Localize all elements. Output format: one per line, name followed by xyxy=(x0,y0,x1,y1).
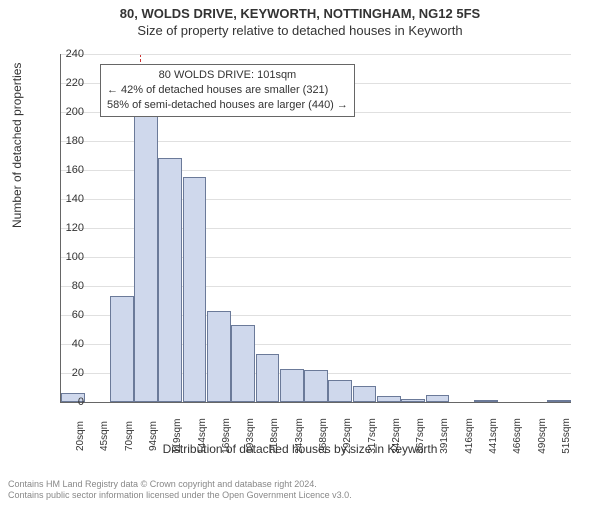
histogram-bar xyxy=(547,400,571,402)
histogram-bar xyxy=(256,354,280,402)
x-tick-label: 169sqm xyxy=(221,418,232,454)
histogram-bar xyxy=(110,296,134,402)
x-tick-label: 119sqm xyxy=(172,419,183,454)
x-tick-label: 20sqm xyxy=(75,421,86,451)
y-tick-label: 40 xyxy=(44,338,84,350)
x-tick-label: 466sqm xyxy=(512,418,523,454)
y-tick-label: 140 xyxy=(44,193,84,205)
x-tick-label: 70sqm xyxy=(124,421,135,451)
x-tick-label: 45sqm xyxy=(99,421,110,451)
histogram-bar xyxy=(353,386,377,402)
annotation-line: ← 42% of detached houses are smaller (32… xyxy=(107,83,348,98)
x-tick-label: 515sqm xyxy=(561,418,572,454)
y-tick-label: 180 xyxy=(44,135,84,147)
x-tick-label: 218sqm xyxy=(269,418,280,454)
histogram-bar xyxy=(377,396,401,402)
y-tick-label: 80 xyxy=(44,280,84,292)
x-tick-label: 441sqm xyxy=(488,418,499,454)
x-tick-label: 342sqm xyxy=(391,418,402,454)
x-tick-label: 490sqm xyxy=(537,418,548,454)
y-tick-label: 240 xyxy=(44,48,84,60)
x-tick-label: 268sqm xyxy=(318,418,329,454)
y-tick-label: 220 xyxy=(44,77,84,89)
x-tick-label: 416sqm xyxy=(464,418,475,454)
histogram-bar xyxy=(207,311,231,402)
x-tick-label: 317sqm xyxy=(367,418,378,454)
chart-title-main: 80, WOLDS DRIVE, KEYWORTH, NOTTINGHAM, N… xyxy=(0,6,600,21)
y-tick-label: 60 xyxy=(44,309,84,321)
x-tick-label: 292sqm xyxy=(342,418,353,454)
histogram-bar xyxy=(401,399,425,402)
chart-title-sub: Size of property relative to detached ho… xyxy=(0,23,600,38)
x-tick-label: 367sqm xyxy=(415,418,426,454)
histogram-bar xyxy=(231,325,255,402)
y-tick-label: 160 xyxy=(44,164,84,176)
grid-line xyxy=(61,54,571,55)
y-tick-label: 200 xyxy=(44,106,84,118)
histogram-bar xyxy=(474,400,498,402)
footer-line-2: Contains public sector information licen… xyxy=(8,490,352,502)
x-tick-label: 243sqm xyxy=(294,418,305,454)
y-tick-label: 100 xyxy=(44,251,84,263)
y-tick-label: 20 xyxy=(44,367,84,379)
histogram-bar xyxy=(328,380,352,402)
footer-line-1: Contains HM Land Registry data © Crown c… xyxy=(8,479,352,491)
y-axis-title: Number of detached properties xyxy=(10,63,24,228)
footer-attribution: Contains HM Land Registry data © Crown c… xyxy=(8,479,352,502)
histogram-bar xyxy=(158,158,182,402)
annotation-line: 80 WOLDS DRIVE: 101sqm xyxy=(107,68,348,83)
histogram-bar xyxy=(426,395,450,402)
x-tick-label: 144sqm xyxy=(197,418,208,454)
histogram-bar xyxy=(134,108,158,402)
y-tick-label: 120 xyxy=(44,222,84,234)
histogram-bar xyxy=(304,370,328,402)
x-tick-label: 193sqm xyxy=(245,418,256,454)
x-tick-label: 94sqm xyxy=(148,421,159,451)
histogram-bar xyxy=(183,177,207,402)
x-tick-label: 391sqm xyxy=(439,418,450,454)
annotation-box: 80 WOLDS DRIVE: 101sqm← 42% of detached … xyxy=(100,64,355,117)
y-tick-label: 0 xyxy=(44,396,84,408)
annotation-line: 58% of semi-detached houses are larger (… xyxy=(107,98,348,113)
histogram-bar xyxy=(280,369,304,402)
